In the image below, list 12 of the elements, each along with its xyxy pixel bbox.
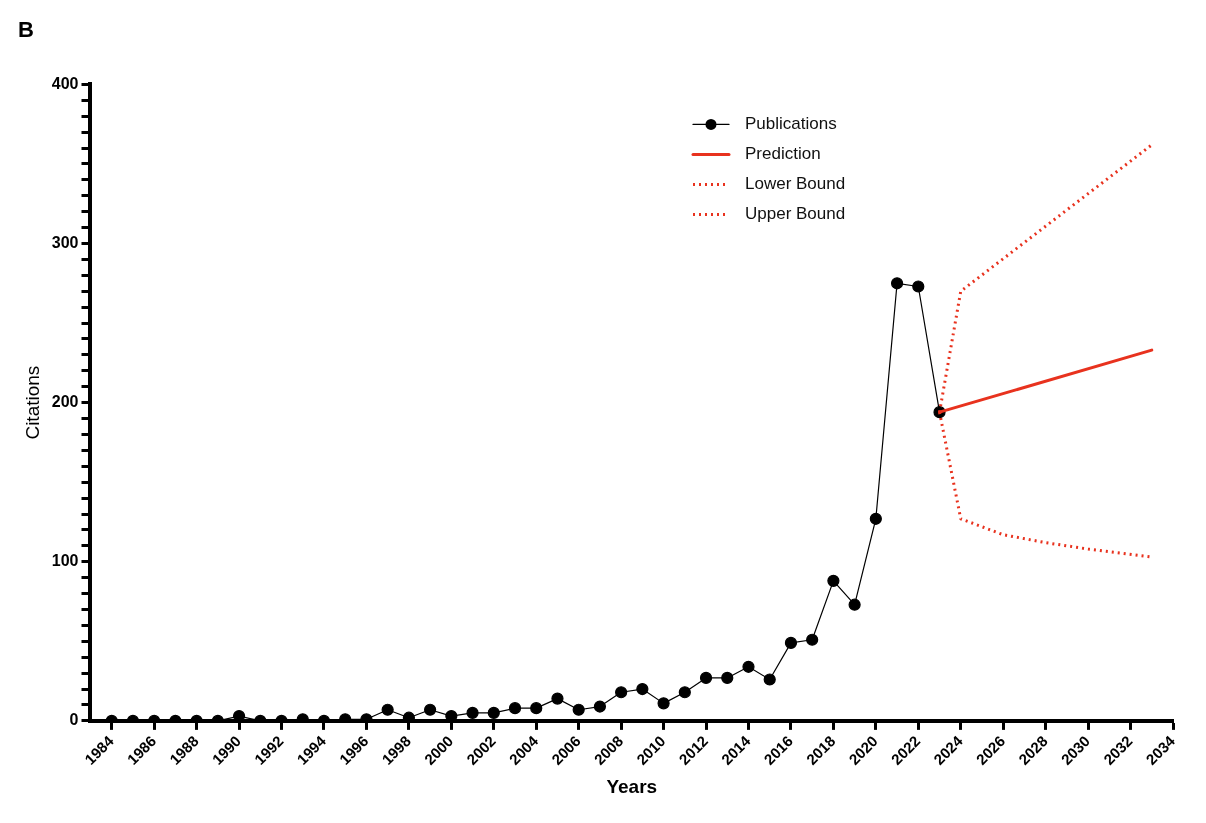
- legend-label: Publications: [745, 114, 837, 134]
- y-tick-label: 0: [69, 711, 79, 729]
- legend-label: Upper Bound: [745, 204, 846, 224]
- chart-title: B: [18, 17, 34, 43]
- y-tick-label: 300: [51, 233, 79, 251]
- y-tick-label: 400: [51, 74, 79, 92]
- y-axis-title: Citations: [21, 365, 43, 440]
- x-axis-title: Years: [606, 775, 658, 797]
- legend-label: Lower Bound: [745, 174, 846, 194]
- y-tick-label: 100: [51, 552, 79, 570]
- y-tick-label: 200: [51, 393, 79, 411]
- legend-label: Prediction: [745, 144, 821, 164]
